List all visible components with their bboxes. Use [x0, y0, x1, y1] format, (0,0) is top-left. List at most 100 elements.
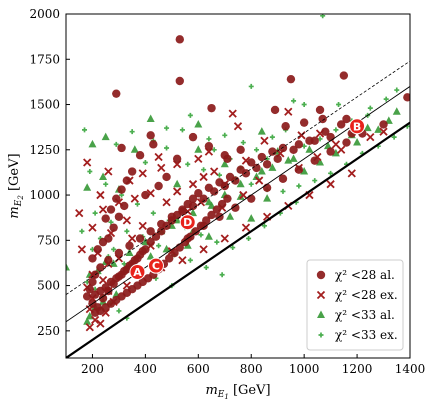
data-point-x — [178, 256, 187, 265]
data-point-circle — [273, 154, 282, 164]
data-point-circle — [146, 237, 155, 247]
benchmark-points: A B C D — [129, 118, 366, 280]
data-point-circle — [262, 183, 272, 193]
data-point-triangle — [257, 127, 266, 135]
data-point-circle — [170, 248, 179, 258]
data-point-circle — [149, 140, 158, 149]
benchmark-label: C — [152, 260, 160, 273]
data-point-x — [75, 209, 84, 218]
data-point-circle — [289, 145, 298, 154]
data-point-plus — [187, 257, 193, 263]
data-point-plus — [291, 98, 297, 104]
data-point-plus — [248, 83, 254, 89]
data-point-circle — [101, 214, 110, 223]
data-point-plus — [116, 308, 122, 314]
data-point-circle — [122, 176, 132, 185]
data-point-plus — [280, 188, 286, 194]
data-point-x — [104, 167, 113, 176]
data-point-x — [233, 122, 243, 131]
data-point-plus — [240, 140, 246, 146]
data-point-plus — [108, 219, 114, 225]
data-point-plus — [336, 102, 342, 108]
data-point-circle — [85, 285, 95, 294]
data-point-triangle — [101, 132, 110, 141]
y-axis-label: mE2 [GeV] — [7, 153, 25, 218]
data-point-plus — [201, 167, 207, 173]
data-point-x — [77, 245, 87, 254]
data-point-circle — [310, 156, 319, 165]
data-point-plus — [203, 264, 209, 270]
data-point-plus — [254, 147, 260, 153]
data-point-circle — [117, 270, 126, 279]
data-point-plus — [214, 239, 220, 245]
data-point-plus — [87, 169, 93, 175]
data-point-circle — [207, 103, 216, 113]
benchmark-label: D — [183, 216, 192, 229]
data-point-circle — [223, 194, 232, 203]
data-point-circle — [98, 237, 108, 247]
data-point-circle — [117, 143, 126, 153]
data-point-circle — [299, 118, 309, 127]
data-point-x — [162, 198, 171, 207]
data-point-circle — [294, 140, 304, 149]
data-point-x — [128, 234, 137, 243]
data-point-circle — [172, 210, 182, 220]
data-point-circle — [403, 93, 410, 102]
data-point-circle — [82, 292, 92, 301]
data-point-triangle — [316, 157, 325, 166]
data-point-circle — [138, 246, 147, 256]
data-point-circle — [165, 254, 174, 263]
data-point-circle — [262, 160, 272, 169]
y-tick-label: 750 — [37, 233, 60, 247]
y-tick-label: 1250 — [29, 143, 60, 157]
data-point-plus — [269, 134, 275, 140]
data-point-circle — [286, 74, 296, 84]
data-point-triangle — [204, 197, 213, 206]
data-point-triangle — [257, 167, 266, 175]
data-point-triangle — [289, 154, 298, 162]
data-point-circle — [270, 105, 280, 115]
data-point-circle — [247, 194, 256, 203]
data-point-circle — [183, 199, 192, 209]
data-point-plus — [296, 183, 302, 189]
data-point-circle — [188, 194, 198, 203]
benchmark-d: D — [179, 214, 196, 231]
x-tick-label: 1000 — [289, 362, 320, 376]
data-point-circle — [315, 105, 325, 115]
data-point-plus — [248, 181, 254, 187]
data-point-circle — [109, 223, 118, 232]
data-point-circle — [106, 205, 116, 214]
legend-box — [306, 259, 404, 351]
data-point-plus — [391, 134, 397, 140]
data-point-plus — [79, 228, 85, 234]
data-point-circle — [318, 114, 327, 124]
data-point-circle — [342, 138, 351, 147]
data-point-plus — [179, 127, 185, 133]
data-point-circle — [191, 227, 200, 236]
data-point-circle — [294, 165, 304, 174]
data-point-x — [122, 216, 131, 225]
data-point-plus — [367, 105, 373, 111]
data-point-circle — [204, 141, 214, 151]
reference-line-diagonal — [66, 121, 410, 358]
data-point-circle — [172, 154, 182, 164]
data-point-circle — [104, 256, 113, 265]
data-point-x — [220, 234, 229, 243]
data-point-plus — [156, 243, 162, 249]
data-point-x — [199, 172, 208, 182]
legend: χ² <28 al. χ² <28 ex. χ² <33 al. χ² <33 ex. — [306, 259, 404, 351]
data-point-circle — [133, 254, 142, 263]
data-point-x — [188, 180, 198, 189]
data-point-plus — [164, 125, 170, 131]
benchmark-label: B — [353, 120, 361, 133]
data-point-circle — [117, 185, 126, 194]
benchmark-c: C — [147, 257, 164, 274]
data-point-plus — [333, 127, 339, 133]
data-point-circle — [125, 241, 134, 250]
legend-marker-x — [316, 290, 326, 300]
data-point-circle — [217, 199, 227, 209]
data-point-triangle — [146, 114, 155, 123]
x-tick-label: 800 — [240, 362, 263, 376]
x-tick-label: 600 — [187, 362, 210, 376]
data-point-x — [130, 194, 139, 203]
